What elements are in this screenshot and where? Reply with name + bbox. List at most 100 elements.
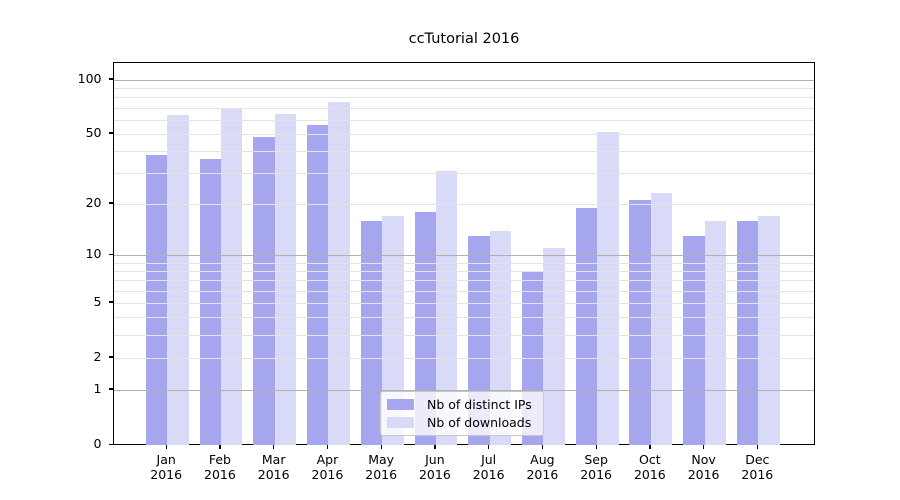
bar-distinct-ips (307, 125, 329, 445)
x-tick-label: Jan 2016 (139, 452, 193, 482)
x-tick-label-month: Apr (316, 452, 339, 467)
x-tick-label-year: 2016 (257, 467, 290, 482)
x-tick-label: Feb 2016 (193, 452, 247, 482)
x-tick-label-year: 2016 (580, 467, 613, 482)
y-gridline-6 (114, 290, 814, 292)
bar-downloads (758, 216, 780, 445)
bar-downloads (650, 193, 673, 445)
bar-distinct-ips (145, 155, 168, 445)
x-tick-label-year: 2016 (526, 467, 559, 482)
legend-item: Nb of downloads (387, 414, 537, 431)
y-gridline-8 (114, 270, 814, 272)
x-tick-label: Jul 2016 (462, 452, 516, 482)
x-tick-mark (165, 445, 167, 449)
bar-distinct-ips (360, 220, 383, 445)
legend-swatch-downloads (387, 417, 414, 429)
x-tick-label-month: Aug (530, 452, 555, 467)
y-tick-mark (108, 301, 113, 303)
x-tick-label-month: Nov (691, 452, 716, 467)
y-tick-label: 10 (85, 246, 102, 262)
y-gridline-70 (114, 107, 814, 109)
y-gridline-50 (114, 133, 814, 135)
bar-downloads (274, 113, 297, 445)
x-tick-mark (649, 445, 651, 449)
x-tick-label-month: Jul (481, 452, 497, 467)
x-tick-mark (326, 445, 329, 449)
y-tick-label: 50 (85, 124, 102, 140)
bar-distinct-ips (414, 211, 436, 445)
x-tick-mark (541, 445, 544, 449)
x-tick-label-year: 2016 (204, 467, 236, 482)
y-tick-label: 1 (93, 380, 102, 396)
x-tick-mark (595, 445, 597, 449)
x-tick-label-year: 2016 (365, 467, 398, 482)
bar-distinct-ips (575, 207, 598, 445)
legend-label: Nb of downloads (427, 415, 532, 431)
y-tick-label: 2 (93, 348, 102, 364)
x-tick-mark (703, 445, 705, 449)
x-tick-label-year: 2016 (741, 467, 774, 482)
y-gridline-40 (114, 151, 814, 153)
y-gridline-1 (114, 389, 814, 391)
x-tick-label: Oct 2016 (623, 452, 677, 482)
plot-area (113, 62, 815, 445)
y-tick-label: 5 (93, 293, 102, 309)
legend-item: Nb of distinct IPs (387, 396, 537, 413)
y-tick-mark (108, 132, 113, 134)
x-tick-label-year: 2016 (311, 467, 344, 482)
x-tick-label-month: Mar (261, 452, 286, 467)
legend: Nb of distinct IPs Nb of downloads (380, 391, 544, 436)
bar-downloads (543, 248, 565, 445)
x-tick-label-month: Jun (425, 452, 445, 467)
legend-swatch-distinct-ips (387, 398, 414, 410)
x-tick-label-month: Feb (208, 452, 231, 467)
bar-distinct-ips (736, 220, 759, 445)
bar-downloads (220, 108, 243, 445)
y-tick-mark (108, 388, 113, 390)
x-tick-mark (434, 445, 436, 449)
bar-distinct-ips (683, 236, 705, 445)
x-tick-label-year: 2016 (633, 467, 666, 482)
x-tick-label: Dec 2016 (730, 452, 784, 482)
chart-title: ccTutorial 2016 (408, 31, 520, 47)
x-tick-mark (756, 445, 759, 449)
y-gridline-5 (114, 302, 814, 304)
y-gridline-60 (114, 119, 814, 121)
y-gridline-10 (114, 255, 814, 257)
x-tick-label-year: 2016 (687, 467, 720, 482)
x-tick-label-month: May (368, 452, 395, 467)
bar-downloads (597, 132, 619, 445)
bar-downloads (167, 114, 189, 445)
y-gridline-7 (114, 280, 814, 282)
bar-downloads (328, 102, 350, 445)
x-tick-label-year: 2016 (418, 467, 451, 482)
bar-distinct-ips (199, 159, 221, 445)
y-tick-label: 100 (77, 70, 102, 86)
y-gridline-9 (114, 262, 814, 264)
y-gridline-80 (114, 97, 814, 99)
y-tick-mark (108, 253, 113, 255)
x-tick-label: Aug 2016 (515, 452, 569, 482)
y-gridline-3 (114, 334, 814, 336)
y-gridline-30 (114, 173, 814, 175)
y-gridline-100 (114, 79, 814, 81)
y-gridline-20 (114, 203, 814, 205)
y-tick-label: 0 (93, 436, 102, 451)
x-tick-label: Nov 2016 (677, 452, 731, 482)
bar-downloads (382, 216, 404, 445)
y-tick-mark (108, 78, 113, 80)
x-tick-label-year: 2016 (472, 467, 505, 482)
bar-downloads (435, 170, 458, 445)
y-gridline-4 (114, 317, 814, 319)
x-tick-label-month: Oct (639, 452, 661, 467)
y-tick-label: 20 (85, 194, 102, 210)
y-tick-mark (108, 356, 113, 358)
x-tick-label: Jun 2016 (408, 452, 462, 482)
x-tick-label-month: Dec (745, 452, 770, 467)
legend-label: Nb of distinct IPs (427, 396, 532, 412)
y-tick-mark (108, 443, 113, 445)
x-tick-label: May 2016 (354, 452, 408, 482)
x-tick-label: Mar 2016 (247, 452, 301, 482)
x-tick-label-year: 2016 (150, 467, 183, 482)
x-tick-label-month: Jan (156, 452, 176, 467)
